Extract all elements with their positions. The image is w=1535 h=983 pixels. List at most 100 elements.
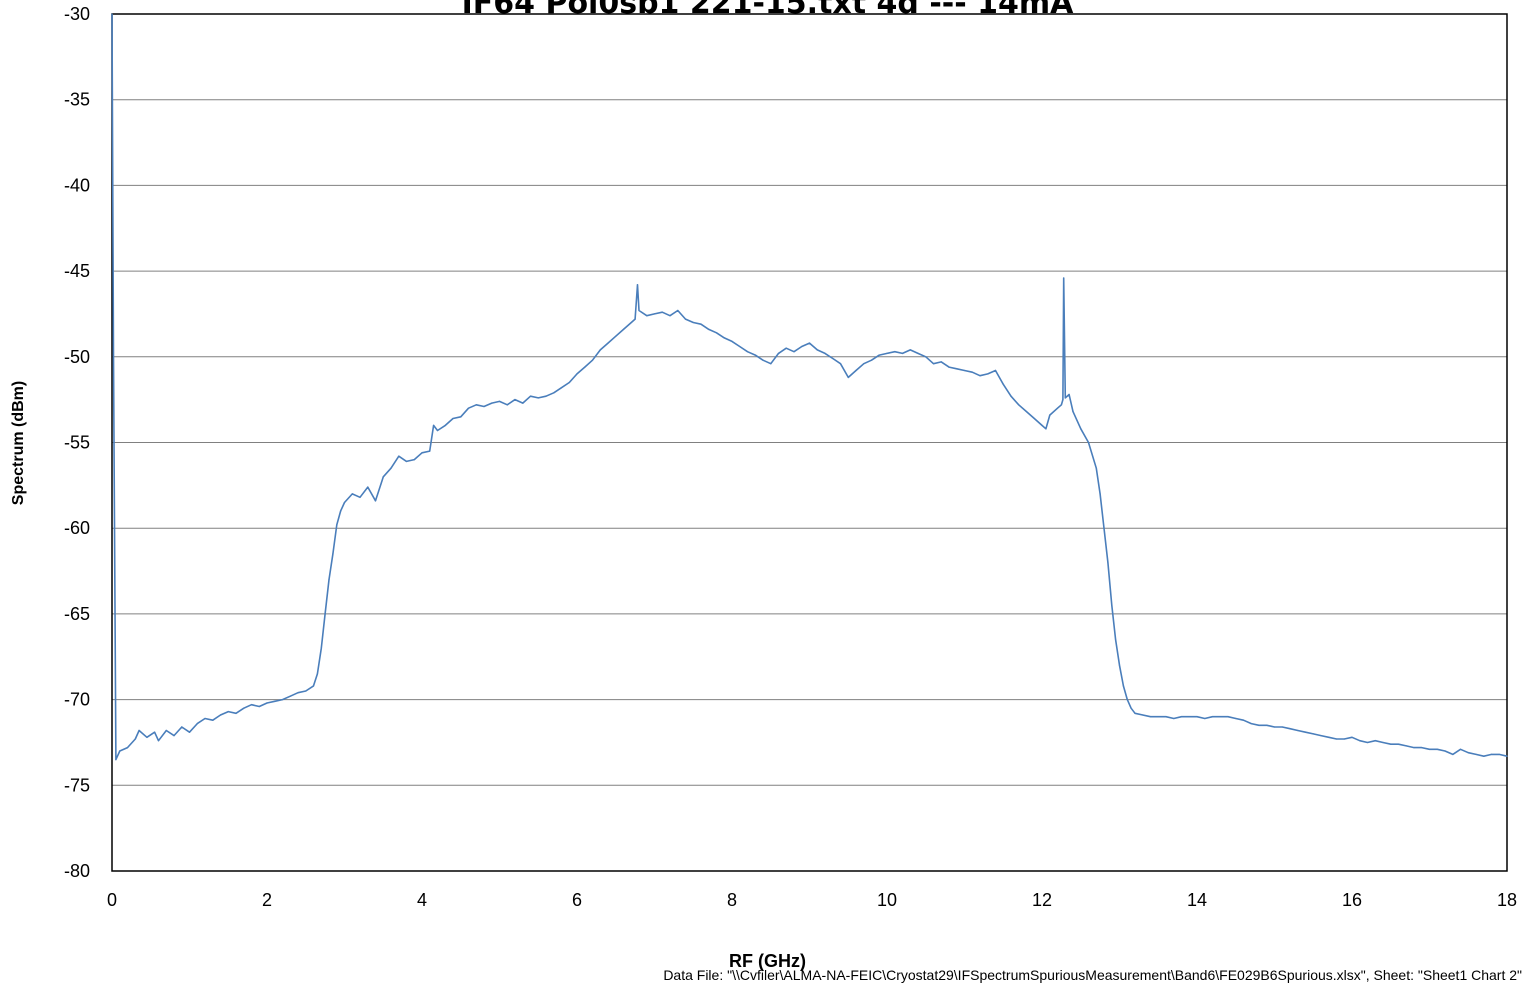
x-tick-label: 18 — [1497, 890, 1517, 910]
data-point — [514, 399, 516, 401]
data-point — [634, 318, 636, 320]
data-point — [607, 342, 609, 344]
data-point — [506, 404, 508, 406]
data-point — [777, 352, 780, 354]
data-point — [374, 500, 377, 502]
data-point — [987, 373, 989, 375]
data-point — [1064, 397, 1066, 399]
data-point — [839, 363, 842, 365]
data-point — [498, 400, 501, 402]
data-point — [545, 395, 547, 397]
data-point — [553, 392, 555, 394]
data-point — [801, 345, 803, 348]
data-point — [653, 313, 656, 315]
data-point — [816, 349, 818, 351]
y-tick-label: -35 — [64, 90, 90, 110]
data-point — [134, 738, 136, 740]
data-point — [723, 337, 725, 339]
data-point — [1475, 753, 1477, 756]
data-point — [909, 349, 911, 351]
data-point — [324, 613, 326, 615]
data-point — [677, 309, 679, 312]
data-point — [785, 347, 787, 349]
data-point — [824, 352, 826, 354]
data-point — [421, 452, 423, 454]
data-point — [1374, 740, 1376, 742]
data-point — [1235, 717, 1237, 720]
data-point — [901, 352, 904, 354]
data-point — [115, 759, 117, 761]
data-point — [770, 363, 772, 365]
data-point — [111, 13, 113, 15]
data-point — [971, 371, 973, 373]
x-tick-label: 0 — [107, 890, 117, 910]
plot-border — [111, 13, 1508, 872]
data-point — [1506, 755, 1508, 757]
data-point — [491, 402, 493, 404]
y-tick-label: -45 — [64, 261, 90, 281]
data-point — [762, 359, 764, 361]
data-point — [870, 359, 873, 361]
data-point — [1080, 428, 1082, 430]
data-point — [1099, 493, 1101, 495]
data-point — [390, 467, 392, 469]
data-point — [196, 723, 198, 725]
data-point — [1049, 414, 1051, 416]
data-point — [940, 361, 942, 363]
data-point — [1467, 752, 1469, 754]
data-point — [452, 417, 454, 420]
data-point — [1060, 404, 1062, 406]
data-point — [1130, 707, 1132, 709]
data-point — [529, 395, 532, 397]
data-point — [1390, 743, 1392, 745]
data-point — [1068, 393, 1070, 396]
data-point — [1359, 740, 1361, 742]
x-tick-label: 8 — [727, 890, 737, 910]
data-point — [715, 332, 718, 334]
data-point — [433, 424, 435, 426]
data-point — [243, 707, 245, 709]
data-point — [793, 351, 795, 353]
data-point — [119, 750, 121, 752]
data-point — [157, 740, 160, 742]
data-point — [591, 359, 594, 361]
data-point — [146, 736, 148, 738]
data-point — [460, 416, 462, 418]
data-point — [754, 354, 756, 356]
data-point — [708, 328, 710, 330]
data-point — [1165, 716, 1167, 718]
data-point — [336, 524, 338, 526]
data-point — [1428, 748, 1431, 750]
data-point — [1072, 411, 1074, 413]
data-point — [584, 366, 586, 368]
axes — [111, 13, 1508, 872]
data-point — [994, 369, 997, 372]
data-point — [316, 673, 318, 675]
data-point — [1312, 733, 1314, 735]
data-point — [188, 731, 191, 733]
x-axis-label: RF (GHz) — [729, 951, 806, 971]
data-point — [1149, 716, 1152, 718]
x-tick-label: 16 — [1342, 890, 1362, 910]
data-point — [948, 366, 950, 368]
data-point — [1320, 735, 1322, 737]
data-point — [1335, 738, 1338, 740]
data-point — [646, 315, 648, 317]
data-point — [537, 397, 539, 399]
data-point — [1211, 716, 1214, 718]
data-point — [746, 351, 749, 353]
data-point — [1126, 699, 1128, 701]
data-point — [615, 335, 617, 337]
data-point — [1289, 728, 1291, 730]
x-tick-label: 4 — [417, 890, 427, 910]
data-point — [1002, 383, 1004, 385]
data-point — [661, 311, 663, 313]
data-point — [894, 351, 896, 353]
data-point — [832, 357, 834, 360]
data-point — [266, 702, 268, 704]
x-tick-label: 12 — [1032, 890, 1052, 910]
data-point — [154, 731, 156, 733]
data-file-footnote: Data File: "\\Cvfiler\ALMA-NA-FEIC\Cryos… — [663, 967, 1522, 983]
data-point — [739, 345, 741, 348]
data-point — [1134, 712, 1136, 714]
